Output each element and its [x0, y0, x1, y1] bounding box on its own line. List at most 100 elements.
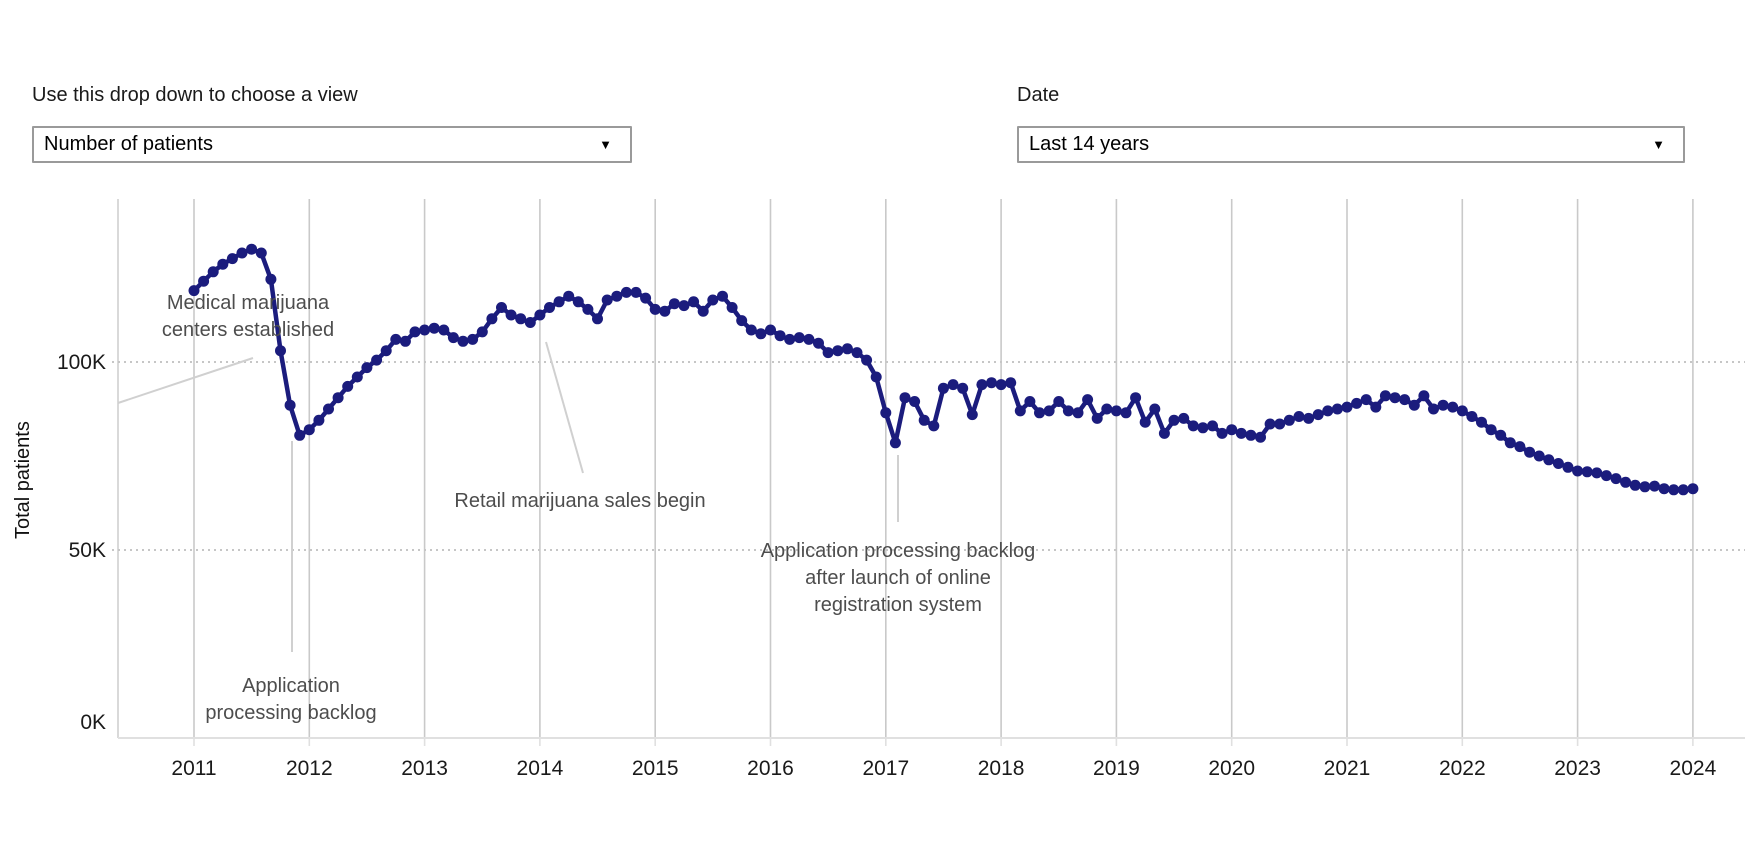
data-point[interactable]: [275, 345, 286, 357]
data-point[interactable]: [1235, 427, 1247, 439]
data-point[interactable]: [1495, 429, 1507, 441]
data-point[interactable]: [736, 315, 748, 327]
data-point[interactable]: [313, 414, 325, 426]
data-point[interactable]: [899, 392, 911, 404]
data-point[interactable]: [832, 345, 844, 357]
data-point[interactable]: [1581, 466, 1593, 478]
data-point[interactable]: [1245, 429, 1257, 441]
data-point[interactable]: [1101, 403, 1113, 415]
data-point[interactable]: [1255, 431, 1266, 443]
data-point[interactable]: [284, 399, 296, 411]
data-point[interactable]: [678, 300, 690, 312]
data-point[interactable]: [476, 326, 488, 338]
data-point[interactable]: [1418, 390, 1430, 402]
data-point[interactable]: [1514, 441, 1526, 453]
data-point[interactable]: [726, 302, 738, 313]
data-point[interactable]: [505, 309, 517, 321]
data-point[interactable]: [918, 414, 930, 426]
data-point[interactable]: [1178, 412, 1190, 424]
data-point[interactable]: [1552, 458, 1564, 469]
data-point[interactable]: [342, 380, 354, 392]
data-point[interactable]: [351, 371, 363, 383]
data-point[interactable]: [717, 290, 728, 302]
data-point[interactable]: [889, 437, 901, 449]
data-point[interactable]: [207, 266, 219, 278]
data-point[interactable]: [226, 253, 238, 265]
data-point[interactable]: [1639, 481, 1651, 493]
data-point[interactable]: [1485, 424, 1497, 436]
data-point[interactable]: [1428, 403, 1439, 415]
data-point[interactable]: [1226, 424, 1238, 436]
data-point[interactable]: [870, 371, 882, 383]
data-point[interactable]: [467, 333, 479, 345]
data-point[interactable]: [1620, 476, 1632, 488]
data-point[interactable]: [1110, 405, 1122, 417]
data-point[interactable]: [928, 420, 940, 432]
data-point[interactable]: [1264, 418, 1276, 430]
data-point[interactable]: [1524, 446, 1536, 458]
data-point[interactable]: [255, 247, 267, 259]
data-point[interactable]: [640, 292, 652, 304]
data-point[interactable]: [1014, 405, 1026, 417]
data-point[interactable]: [1197, 422, 1209, 434]
data-point[interactable]: [1034, 407, 1045, 419]
data-point[interactable]: [409, 326, 421, 338]
data-point[interactable]: [553, 296, 565, 308]
data-point[interactable]: [563, 290, 575, 302]
data-point[interactable]: [745, 324, 757, 336]
data-point[interactable]: [371, 354, 383, 366]
data-point[interactable]: [323, 403, 334, 415]
data-point[interactable]: [755, 328, 767, 340]
data-point[interactable]: [1533, 450, 1545, 462]
data-point[interactable]: [217, 258, 229, 270]
data-point[interactable]: [246, 243, 258, 255]
data-point[interactable]: [1687, 483, 1699, 495]
data-point[interactable]: [1005, 377, 1017, 389]
data-point[interactable]: [1504, 437, 1516, 449]
data-point[interactable]: [1303, 412, 1315, 424]
data-point[interactable]: [428, 322, 440, 334]
data-point[interactable]: [1312, 409, 1324, 421]
data-point[interactable]: [1591, 467, 1603, 479]
data-point[interactable]: [1062, 405, 1074, 417]
data-point[interactable]: [198, 275, 210, 287]
data-point[interactable]: [774, 330, 786, 342]
data-point[interactable]: [1274, 418, 1286, 430]
data-point[interactable]: [822, 347, 834, 359]
data-point[interactable]: [1562, 461, 1574, 473]
data-point[interactable]: [447, 332, 459, 344]
data-point[interactable]: [611, 290, 623, 302]
data-point[interactable]: [390, 333, 402, 345]
data-point[interactable]: [1437, 399, 1449, 411]
data-point[interactable]: [1370, 401, 1382, 413]
data-point[interactable]: [1043, 405, 1055, 417]
data-point[interactable]: [1149, 403, 1161, 415]
data-point[interactable]: [1168, 414, 1180, 426]
data-point[interactable]: [188, 285, 200, 297]
data-point[interactable]: [1600, 470, 1612, 482]
data-point[interactable]: [909, 396, 921, 407]
data-point[interactable]: [1658, 483, 1670, 495]
data-point[interactable]: [361, 362, 373, 374]
data-point[interactable]: [601, 294, 613, 306]
data-point[interactable]: [1629, 479, 1641, 491]
data-point[interactable]: [947, 379, 959, 391]
data-point[interactable]: [861, 354, 873, 366]
data-point[interactable]: [851, 347, 863, 359]
data-point[interactable]: [1677, 484, 1689, 496]
data-point[interactable]: [1456, 405, 1468, 417]
data-point[interactable]: [486, 313, 498, 325]
data-point[interactable]: [236, 247, 248, 259]
data-point[interactable]: [1293, 411, 1305, 422]
data-point[interactable]: [592, 313, 603, 325]
data-point[interactable]: [1130, 392, 1142, 404]
data-point[interactable]: [1120, 407, 1132, 419]
data-point[interactable]: [1649, 480, 1660, 492]
data-point[interactable]: [1572, 465, 1584, 477]
data-point[interactable]: [986, 377, 997, 389]
data-point[interactable]: [1543, 454, 1555, 466]
data-point[interactable]: [765, 324, 776, 336]
data-point[interactable]: [1379, 390, 1391, 402]
data-point[interactable]: [649, 303, 661, 315]
